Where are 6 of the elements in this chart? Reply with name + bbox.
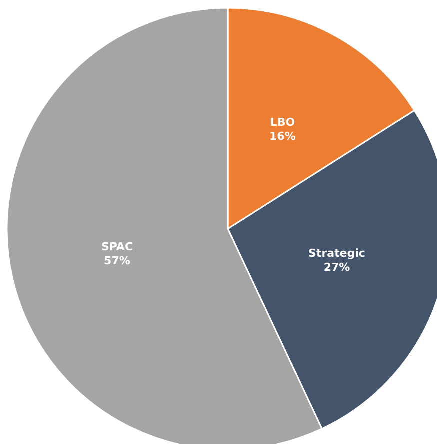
data-label: 16% <box>270 130 296 144</box>
data-label: 27% <box>324 261 350 274</box>
slice-label: SPAC <box>101 240 134 254</box>
slice-label: Strategic <box>308 247 366 260</box>
slice-label: LBO <box>270 116 296 130</box>
data-label: 57% <box>104 254 130 268</box>
